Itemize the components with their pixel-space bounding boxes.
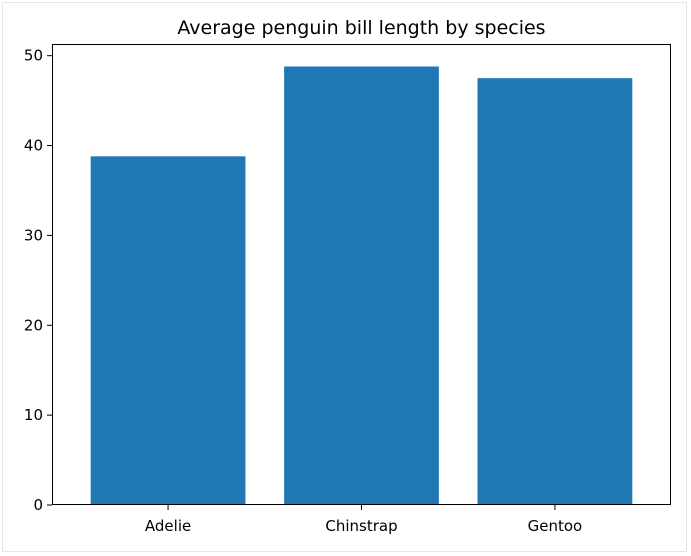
- y-tick-label-40: 40: [24, 137, 43, 155]
- y-tick-label-20: 20: [24, 316, 43, 334]
- bar-gentoo: [477, 78, 633, 506]
- x-tick-label-gentoo: Gentoo: [528, 517, 583, 535]
- y-axis: 0 10 20 30 40 50: [24, 47, 52, 514]
- x-tick-label-chinstrap: Chinstrap: [325, 517, 397, 535]
- y-tick-label-50: 50: [24, 47, 43, 65]
- bar-adelie: [90, 156, 246, 505]
- bar-chinstrap: [284, 66, 439, 506]
- y-tick-label-0: 0: [33, 496, 43, 514]
- y-tick-label-10: 10: [24, 406, 43, 424]
- x-tick-label-adelie: Adelie: [145, 517, 191, 535]
- plot-area-border: [52, 44, 671, 505]
- x-axis: Adelie Chinstrap Gentoo: [145, 505, 582, 535]
- chart-title: Average penguin bill length by species: [177, 17, 545, 39]
- y-tick-label-30: 30: [24, 226, 43, 244]
- bars-group: [90, 66, 633, 506]
